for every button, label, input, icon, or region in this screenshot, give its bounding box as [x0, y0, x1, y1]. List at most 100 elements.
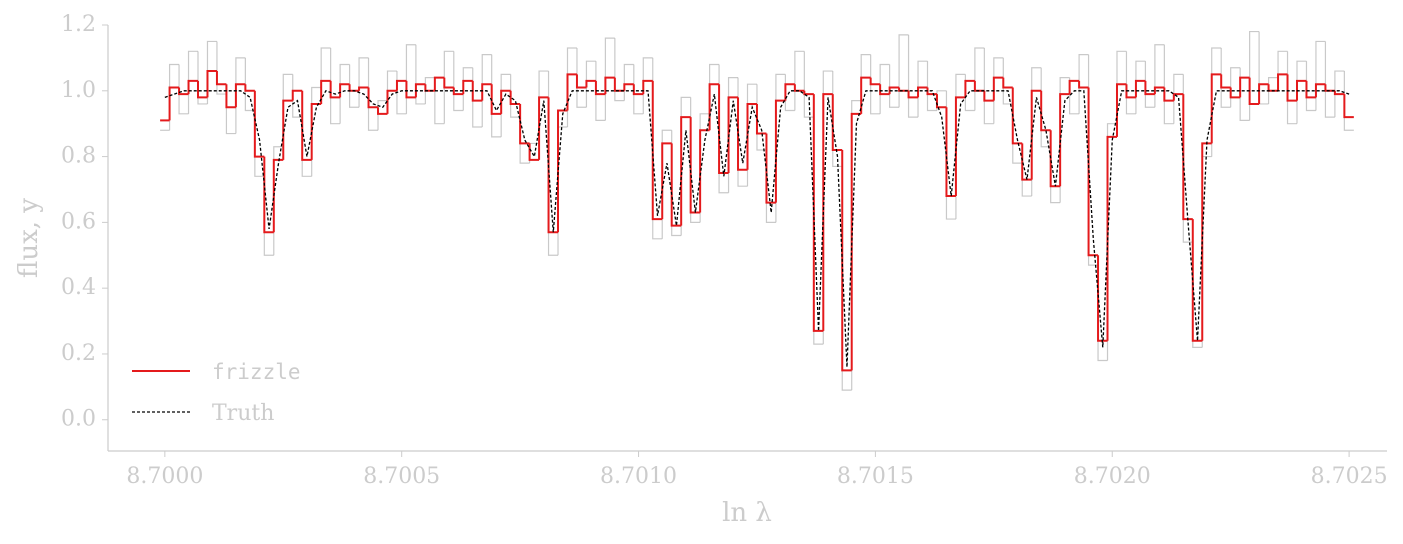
step-segment: [1059, 93, 1070, 187]
step-segment: [1239, 76, 1250, 98]
step-segment: [329, 80, 341, 99]
step-segment: [746, 102, 757, 170]
sample-step: [964, 74, 975, 112]
step-segment: [282, 99, 293, 160]
sample-step: [216, 41, 227, 95]
sample-step: [1144, 61, 1155, 108]
x-tick-label: 8.7020: [1074, 464, 1151, 489]
sample-step: [1315, 40, 1326, 111]
sample-step: [1078, 54, 1089, 114]
y-tick-label: 1.0: [61, 78, 96, 103]
step-segment: [1153, 86, 1165, 95]
step-segment: [1144, 80, 1155, 96]
y-axis-label: flux, y: [14, 198, 44, 278]
step-segment: [755, 103, 767, 135]
step-segment: [471, 80, 483, 102]
step-segment: [263, 156, 274, 234]
sample-step: [1258, 31, 1269, 105]
step-segment: [301, 90, 312, 161]
sample-step: [1031, 67, 1042, 197]
step-segment: [613, 77, 625, 92]
y-tick-label: 0.4: [61, 275, 96, 300]
sample-step: [822, 70, 833, 345]
sample-step: [1334, 70, 1345, 118]
sample-step: [225, 94, 236, 135]
step-segment: [1106, 135, 1117, 341]
x-tick-label: 8.7025: [1311, 464, 1388, 489]
sample-step: [1211, 47, 1222, 157]
sample-step: [813, 117, 824, 345]
sample-step: [377, 100, 388, 131]
y-tick-label: 0.6: [61, 209, 96, 234]
step-segment: [879, 84, 890, 96]
step-segment: [604, 76, 615, 95]
step-segment: [1030, 89, 1042, 180]
sample-step: [983, 48, 994, 125]
sample-step: [367, 57, 379, 131]
step-segment: [215, 71, 227, 86]
step-segment: [1002, 77, 1013, 89]
sample-step: [1106, 123, 1117, 361]
sample-step: [1163, 44, 1174, 125]
step-segment: [1314, 83, 1326, 98]
step-segment: [405, 80, 416, 99]
step-segment: [358, 86, 369, 91]
sample-step: [1040, 67, 1051, 148]
step-segment: [490, 84, 502, 115]
sample-step: [396, 71, 407, 115]
sample-step: [1239, 67, 1250, 121]
step-segment: [1049, 130, 1061, 188]
sample-step: [187, 50, 199, 114]
sample-step: [1249, 30, 1260, 121]
sample-step: [851, 100, 862, 391]
sample-step: [614, 38, 625, 102]
sample-step: [510, 74, 521, 118]
sample-step: [481, 54, 492, 127]
step-segment: [737, 97, 748, 171]
step-segment: [272, 158, 284, 233]
sample-step: [557, 126, 568, 256]
sample-step: [993, 57, 1004, 124]
step-segment: [386, 89, 397, 114]
y-tick-label: 0.8: [61, 144, 96, 169]
sample-step: [424, 77, 435, 104]
sample-step: [1277, 50, 1288, 78]
x-axis-label: ln λ: [722, 498, 772, 528]
step-segment: [1040, 90, 1051, 132]
step-segment: [1286, 74, 1297, 102]
step-segment: [869, 77, 881, 86]
sample-step: [453, 51, 464, 112]
step-segment: [1125, 84, 1136, 99]
step-segment: [1277, 73, 1288, 91]
sample-step: [434, 77, 445, 125]
legend-label: Truth: [212, 401, 274, 426]
x-tick-label: 8.7010: [600, 464, 677, 489]
step-segment: [841, 150, 852, 372]
step-segment: [623, 83, 634, 91]
step-segment: [1182, 94, 1193, 221]
sample-step: [1173, 73, 1184, 124]
sample-step: [727, 77, 739, 193]
step-segment: [803, 90, 814, 96]
step-segment: [632, 84, 644, 96]
y-tick-label: 0.2: [61, 341, 96, 366]
sample-step: [576, 48, 587, 108]
sample-step: [1182, 74, 1193, 243]
step-segment: [234, 83, 246, 108]
sample-step: [974, 47, 985, 111]
sample-step: [1002, 57, 1013, 105]
sample-step: [604, 37, 615, 121]
step-segment: [367, 87, 379, 109]
step-segment: [377, 107, 388, 115]
sample-step: [244, 57, 255, 112]
sample-step: [415, 44, 426, 105]
step-segment: [1258, 83, 1269, 104]
step-segment: [1115, 83, 1127, 137]
sample-step: [803, 51, 814, 118]
step-segment: [1163, 87, 1174, 102]
sample-step: [491, 54, 502, 138]
sample-step: [1343, 71, 1354, 131]
step-segment: [206, 70, 217, 98]
legend-label: frizzle: [212, 360, 301, 384]
